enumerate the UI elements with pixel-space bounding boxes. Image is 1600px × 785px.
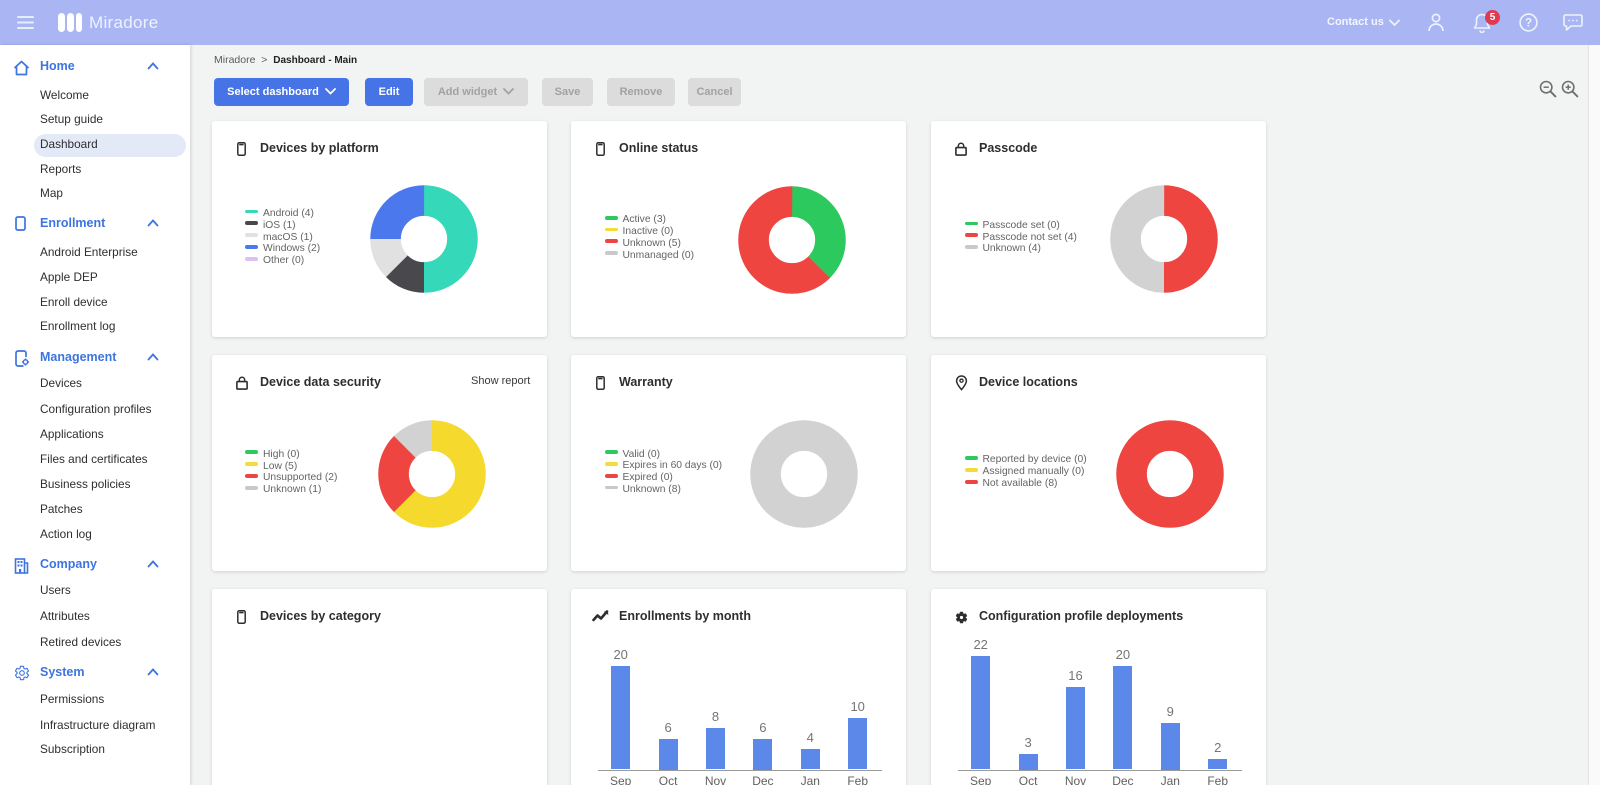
svg-text:?: ? [1525,18,1532,30]
